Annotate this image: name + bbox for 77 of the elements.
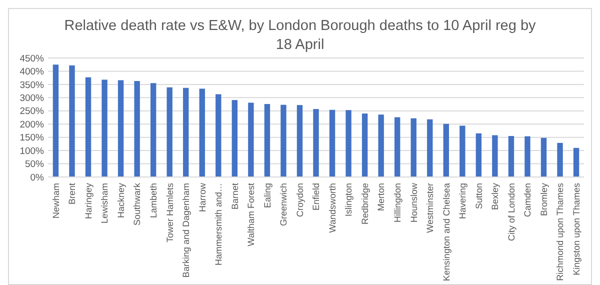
x-tick-label: Croydon — [294, 183, 305, 218]
x-tick-label: Wandsworth — [327, 183, 338, 233]
bar — [460, 126, 466, 177]
bar — [394, 117, 400, 177]
x-tick-label: Lewisham — [100, 183, 110, 224]
x-tick-label: Westminster — [425, 183, 436, 233]
x-tick-label: Havering — [458, 183, 468, 220]
x-tick-label: Hounslow — [408, 182, 419, 223]
bar — [443, 124, 449, 177]
bar — [427, 119, 433, 177]
x-tick-label: Haringey — [83, 182, 94, 220]
x-tick-label: Kensington and Chelsea — [441, 183, 452, 282]
bar — [199, 88, 205, 177]
bar — [69, 65, 75, 177]
x-tick-label: Bromley — [538, 182, 549, 216]
x-tick-label: Harrow — [197, 182, 208, 212]
bar — [264, 104, 270, 177]
bar — [248, 102, 254, 177]
y-tick-label: 200% — [20, 119, 45, 130]
x-tick-label: Barnet — [230, 182, 240, 210]
bar — [540, 138, 547, 177]
bar — [280, 104, 286, 177]
bar — [476, 133, 482, 177]
x-tick-label: Richmond upon Thames — [555, 182, 566, 281]
x-tick-label: Hillingdon — [392, 183, 402, 223]
bar — [85, 77, 92, 177]
x-tick-label: Sutton — [474, 183, 484, 210]
bar — [183, 88, 189, 177]
x-tick-label: Newham — [50, 183, 61, 219]
bar — [557, 142, 563, 177]
y-tick-label: 100% — [20, 146, 45, 157]
x-tick-label: Camden — [522, 183, 533, 218]
x-tick-label: City of London — [506, 183, 516, 242]
bar — [232, 100, 238, 177]
bar — [313, 109, 319, 177]
bar — [410, 118, 416, 177]
y-tick-label: 0% — [30, 172, 45, 184]
y-tick-label: 50% — [24, 159, 45, 170]
bar — [150, 83, 156, 177]
bar — [492, 135, 498, 177]
bar — [346, 110, 352, 177]
x-tick-label: Merton — [376, 183, 386, 212]
bar — [166, 87, 172, 177]
bar — [524, 136, 530, 177]
bar — [102, 80, 108, 177]
x-tick-label: Ealing — [262, 183, 272, 208]
bar — [216, 94, 222, 177]
x-tick-label: Greenwich — [278, 183, 289, 226]
y-tick-label: 450% — [20, 53, 45, 64]
bar — [508, 136, 514, 177]
bar — [296, 105, 303, 177]
x-tick-label: Lambeth — [148, 183, 158, 218]
y-tick-label: 350% — [20, 80, 45, 91]
chart-title: Relative death rate vs E&W, by London Borough deaths to 10 April reg by 18 April — [64, 18, 537, 53]
bar — [329, 110, 336, 177]
bar — [118, 80, 124, 177]
y-tick-label: 400% — [20, 66, 45, 78]
bar — [573, 148, 580, 177]
x-tick-label: Waltham Forest — [246, 182, 256, 246]
x-tick-label: Kingston upon Thames — [571, 182, 582, 276]
y-tick-label: 250% — [20, 106, 45, 118]
x-tick-label: Brent — [67, 182, 78, 205]
x-tick-label: Hackney — [116, 182, 126, 218]
x-tick-label: Southwark — [132, 182, 142, 226]
x-tick-label: Redbridge — [360, 183, 370, 225]
bar — [52, 64, 59, 177]
x-tick-label: Enfield — [311, 183, 322, 211]
bar — [378, 114, 384, 177]
y-tick-label: 150% — [20, 132, 45, 144]
x-tick-label: Bexley — [490, 182, 500, 210]
x-tick-label: Hammersmith and… — [214, 183, 224, 266]
x-tick-label: Tower Hamlets — [164, 182, 175, 243]
x-tick-label: Barking and Dagenham — [181, 183, 192, 278]
bar — [134, 81, 140, 177]
x-tick-label: Islington — [344, 183, 354, 217]
y-tick-label: 300% — [20, 92, 45, 104]
bar — [362, 114, 368, 177]
